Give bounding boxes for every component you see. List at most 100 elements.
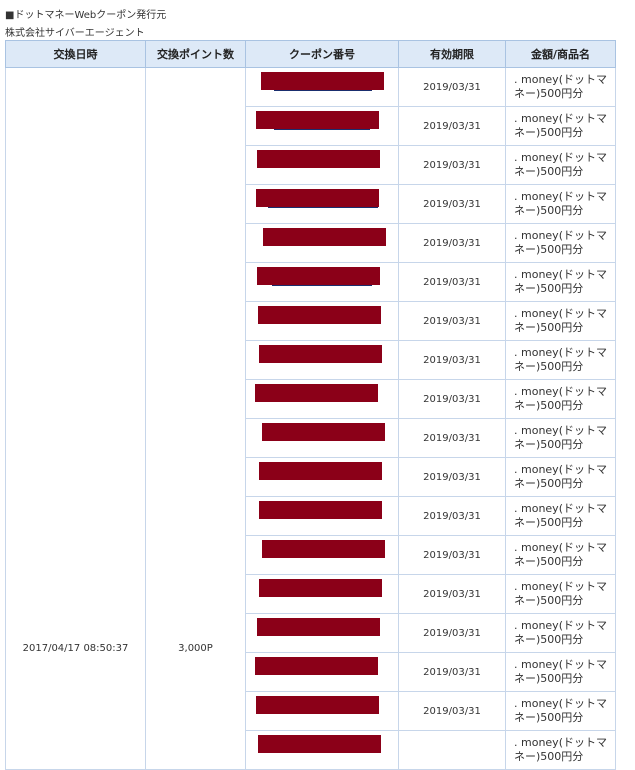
redaction-box [257,618,380,636]
item: . money(ドットマネー)500円分 [505,340,616,380]
coupon-cell [245,574,399,614]
coupon-cell [245,340,399,380]
expiry: 2019/03/31 [398,496,506,536]
issuer: 株式会社サイバーエージェント [5,28,145,39]
expiry: 2019/03/31 [398,652,506,692]
coupon-cell [245,301,399,341]
column-header: 金額/商品名 [505,40,616,68]
coupon-cell [245,262,399,302]
redacted [246,536,398,574]
expiry: 2019/03/31 [398,379,506,419]
points: 3,000P [178,643,213,654]
redaction-box [257,150,380,168]
redaction-box [255,657,378,675]
expiry: 2019/03/31 [398,262,506,302]
expiry: 2019/03/31 [398,223,506,263]
redacted [246,731,398,769]
item: . money(ドットマネー)500円分 [505,496,616,536]
item: . money(ドットマネー)500円分 [505,223,616,263]
item: . money(ドットマネー)500円分 [505,106,616,146]
redacted [246,419,398,457]
item: . money(ドットマネー)500円分 [505,613,616,653]
table-row: 2019/03/31. money(ドットマネー)500円分 [6,223,616,263]
item: . money(ドットマネー)500円分 [505,418,616,458]
column-header: 交換日時 [5,40,146,68]
table-row: 2019/03/31. money(ドットマネー)500円分 [6,340,616,380]
coupon-cell [245,379,399,419]
coupon-cell [245,106,399,146]
underline [274,129,370,130]
redaction-box [255,384,378,402]
redacted [246,653,398,691]
coupon-cell [245,184,399,224]
redaction-box [257,267,380,285]
header-title: ■ドットマネーWebクーポン発行元 [5,10,167,21]
redaction-box [259,462,382,480]
expiry: 2019/03/31 [398,418,506,458]
item: . money(ドットマネー)500円分 [505,691,616,731]
item: . money(ドットマネー)500円分 [505,535,616,575]
item: . money(ドットマネー)500円分 [505,301,616,341]
expiry: 2019/03/31 [398,457,506,497]
redaction-box [259,501,382,519]
redaction-box [256,189,379,207]
table-row: 2019/03/31. money(ドットマネー)500円分 [6,301,616,341]
expiry: 2019/03/31 [398,340,506,380]
coupon-cell [245,730,399,770]
table-row: 2019/03/31. money(ドットマネー)500円分 [6,535,616,575]
redaction-box [256,696,379,714]
table-row: 2017/04/17 08:50:37 3,000P 2019/03/31. mon… [5,67,616,770]
redacted [246,146,398,184]
redacted [246,575,398,613]
expiry: 2019/03/31 [398,184,506,224]
redacted [246,692,398,730]
datetime: 2017/04/17 08:50:37 [22,643,129,654]
redaction-box [261,72,384,90]
table-row: 2019/03/31. money(ドットマネー)500円分 [6,652,616,692]
item: . money(ドットマネー)500円分 [505,379,616,419]
underline [268,207,378,208]
coupon-table: 交換日時 交換ポイント数 クーポン番号 有効期限 金額/商品名 2017/04/17 0… [5,40,616,770]
expiry: 2019/03/31 [398,613,506,653]
redacted [246,68,398,106]
coupon-cell [245,535,399,575]
table-row: 2019/03/31. money(ドットマネー)500円分 [6,145,616,185]
redacted [246,341,398,379]
expiry: 2019/03/31 [398,535,506,575]
redacted [246,458,398,496]
table-row: 2019/03/31. money(ドットマネー)500円分 [6,106,616,146]
redaction-box [263,228,386,246]
redacted [246,614,398,652]
coupon-cell [245,496,399,536]
redacted [246,107,398,145]
expiry: 2019/03/31 [398,67,506,107]
coupon-cell [245,67,399,107]
item: . money(ドットマネー)500円分 [505,262,616,302]
redaction-box [262,540,385,558]
item: . money(ドットマネー)500円分 [505,145,616,185]
expiry: 2019/03/31 [398,301,506,341]
redaction-box [256,111,379,129]
column-header: 有効期限 [398,40,506,68]
expiry [398,730,506,770]
datetime-cell: 2017/04/17 08:50:37 [5,67,146,770]
table-row: 2019/03/31. money(ドットマネー)500円分 [6,496,616,536]
item: . money(ドットマネー)500円分 [505,184,616,224]
item: . money(ドットマネー)500円分 [505,652,616,692]
redacted [246,302,398,340]
expiry: 2019/03/31 [398,691,506,731]
table-row: 2019/03/31. money(ドットマネー)500円分 [6,262,616,302]
column-header: クーポン番号 [245,40,399,68]
redaction-box [259,345,382,363]
coupon-cell [245,418,399,458]
expiry: 2019/03/31 [398,106,506,146]
redacted [246,263,398,301]
redaction-box [262,423,385,441]
item: . money(ドットマネー)500円分 [505,67,616,107]
redacted [246,380,398,418]
redacted [246,224,398,262]
underline [274,90,372,91]
page: ■ドットマネーWebクーポン発行元 株式会社サイバーエージェント 交換日時 交換ポ… [5,10,616,770]
item: . money(ドットマネー)500円分 [505,457,616,497]
coupon-cell [245,652,399,692]
